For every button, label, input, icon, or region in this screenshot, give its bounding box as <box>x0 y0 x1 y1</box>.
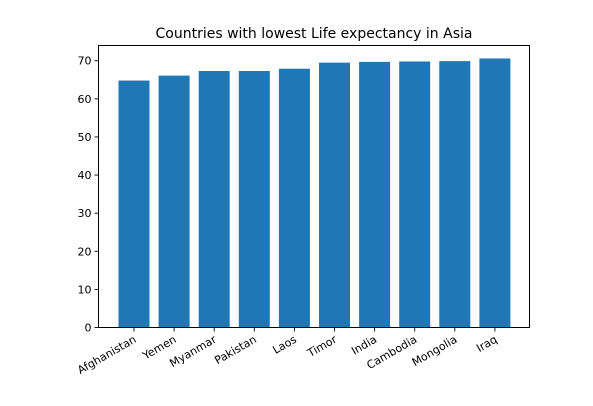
x-tick-label: Mongolia <box>410 333 460 369</box>
bar-myanmar <box>198 71 230 328</box>
x-tick-label: Pakistan <box>212 333 258 367</box>
y-tick-label: 40 <box>78 169 92 182</box>
bar-laos <box>278 68 310 328</box>
bar-timor <box>319 62 350 328</box>
bar-yemen <box>158 75 190 328</box>
chart-title: Countries with lowest Life expectancy in… <box>156 26 473 42</box>
plot-frame <box>98 45 530 328</box>
bar-iraq <box>479 58 511 328</box>
y-tick-label: 0 <box>85 322 92 335</box>
y-tick-label: 10 <box>78 283 92 296</box>
y-tick-label: 20 <box>78 245 92 258</box>
x-tick-label: Iraq <box>474 333 499 355</box>
x-tick-label: Laos <box>270 333 299 357</box>
y-tick-label: 60 <box>78 93 92 106</box>
bar-afghanistan <box>118 80 150 328</box>
y-axis: 0 10 20 30 40 50 60 70 <box>78 55 99 335</box>
bar-india <box>359 61 391 328</box>
bars-group <box>118 58 511 328</box>
y-tick-label: 70 <box>78 55 92 68</box>
bar-mongolia <box>439 61 471 328</box>
bar-cambodia <box>399 61 431 328</box>
x-tick-label: Timor <box>304 333 339 361</box>
x-tick-label: Afghanistan <box>75 333 138 377</box>
bar-pakistan <box>238 71 270 328</box>
y-tick-label: 50 <box>78 131 92 144</box>
y-tick-label: 30 <box>78 207 92 220</box>
